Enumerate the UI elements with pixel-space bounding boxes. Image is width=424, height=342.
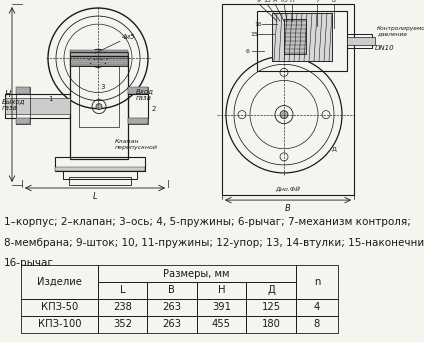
Circle shape: [280, 110, 288, 119]
Bar: [5, 93, 70, 118]
Bar: [63, 170, 137, 179]
Bar: [257, 11, 347, 71]
Bar: [246, 316, 296, 333]
Bar: [147, 316, 197, 333]
Text: 2: 2: [152, 106, 156, 111]
Text: Размеры, мм: Размеры, мм: [164, 268, 230, 278]
Text: 8: 8: [314, 319, 320, 329]
Bar: [21, 265, 98, 299]
Text: КПЗ-50: КПЗ-50: [41, 302, 78, 312]
Text: 180: 180: [262, 319, 281, 329]
Text: H: H: [5, 90, 11, 99]
Text: Д: Д: [332, 146, 337, 151]
Text: 391: 391: [212, 302, 231, 312]
Bar: [347, 34, 372, 48]
Bar: [98, 299, 147, 316]
Bar: [5, 97, 70, 114]
Text: Ю: Ю: [281, 0, 287, 3]
Text: 3: 3: [101, 84, 105, 91]
Text: H: H: [218, 286, 225, 295]
Bar: [70, 53, 128, 56]
Bar: [69, 177, 131, 185]
Text: 125: 125: [262, 302, 281, 312]
Text: КПЗ-100: КПЗ-100: [38, 319, 81, 329]
Bar: [147, 299, 197, 316]
Bar: [296, 265, 338, 299]
Bar: [347, 37, 375, 45]
Bar: [147, 282, 197, 299]
Text: Клапан
перепускной: Клапан перепускной: [115, 140, 158, 150]
Bar: [70, 52, 128, 66]
Text: B: B: [285, 204, 291, 213]
Text: L: L: [93, 192, 98, 201]
Text: Дно.ФЙ: Дно.ФЙ: [276, 185, 301, 191]
Text: Вход
газа: Вход газа: [136, 88, 154, 101]
Bar: [16, 88, 30, 124]
Text: 13: 13: [263, 0, 271, 3]
Bar: [246, 282, 296, 299]
Bar: [296, 299, 338, 316]
Text: n: n: [314, 277, 320, 287]
Text: 4и5: 4и5: [122, 34, 136, 40]
Bar: [79, 66, 119, 127]
Bar: [98, 316, 147, 333]
Bar: [98, 282, 147, 299]
Circle shape: [96, 104, 102, 109]
Text: 352: 352: [113, 319, 132, 329]
Text: 263: 263: [162, 319, 181, 329]
Bar: [246, 299, 296, 316]
Text: Н: Н: [290, 0, 294, 3]
Bar: [55, 167, 145, 171]
Text: 6: 6: [246, 49, 250, 54]
Bar: [296, 316, 338, 333]
Bar: [272, 13, 332, 61]
Bar: [222, 4, 354, 195]
Bar: [197, 282, 246, 299]
Text: DN10: DN10: [375, 45, 395, 51]
Bar: [55, 157, 145, 171]
Text: 8-мембрана; 9-шток; 10, 11-пружины; 12-упор; 13, 14-втулки; 15-наконечник;: 8-мембрана; 9-шток; 10, 11-пружины; 12-у…: [4, 238, 424, 248]
Bar: [128, 88, 148, 93]
Bar: [284, 19, 306, 54]
Bar: [98, 265, 296, 282]
Bar: [128, 93, 148, 118]
Bar: [272, 13, 332, 61]
Bar: [70, 60, 128, 63]
Text: 9: 9: [257, 0, 261, 3]
Text: 455: 455: [212, 319, 231, 329]
Text: 263: 263: [162, 302, 181, 312]
Text: А: А: [273, 0, 277, 3]
Circle shape: [94, 54, 102, 62]
Text: 16: 16: [254, 22, 262, 27]
Text: 238: 238: [113, 302, 132, 312]
Text: 15: 15: [250, 32, 258, 37]
Text: Выход
газа: Выход газа: [2, 98, 25, 111]
Text: 4: 4: [314, 302, 320, 312]
Bar: [21, 316, 98, 333]
Bar: [70, 64, 128, 66]
Bar: [70, 50, 128, 52]
Bar: [128, 88, 148, 124]
Text: Изделие: Изделие: [37, 277, 82, 287]
Text: 16-рычаг: 16-рычаг: [4, 258, 54, 268]
Bar: [70, 57, 128, 59]
Text: Д: Д: [267, 286, 275, 295]
Text: B: B: [168, 286, 176, 295]
Text: 8: 8: [332, 0, 336, 3]
Text: 7: 7: [315, 0, 319, 3]
Text: Контролируемое
давление: Контролируемое давление: [377, 26, 424, 37]
Text: 1: 1: [48, 95, 52, 102]
Text: L: L: [120, 286, 125, 295]
Text: 1–корпус; 2–клапан; 3–ось; 4, 5-пружины; 6-рычаг; 7-механизм контроля;: 1–корпус; 2–клапан; 3–ось; 4, 5-пружины;…: [4, 217, 411, 227]
Bar: [197, 316, 246, 333]
Bar: [128, 118, 148, 124]
Bar: [70, 56, 128, 159]
Bar: [16, 88, 30, 93]
Bar: [16, 118, 30, 124]
Bar: [197, 299, 246, 316]
Bar: [21, 299, 98, 316]
